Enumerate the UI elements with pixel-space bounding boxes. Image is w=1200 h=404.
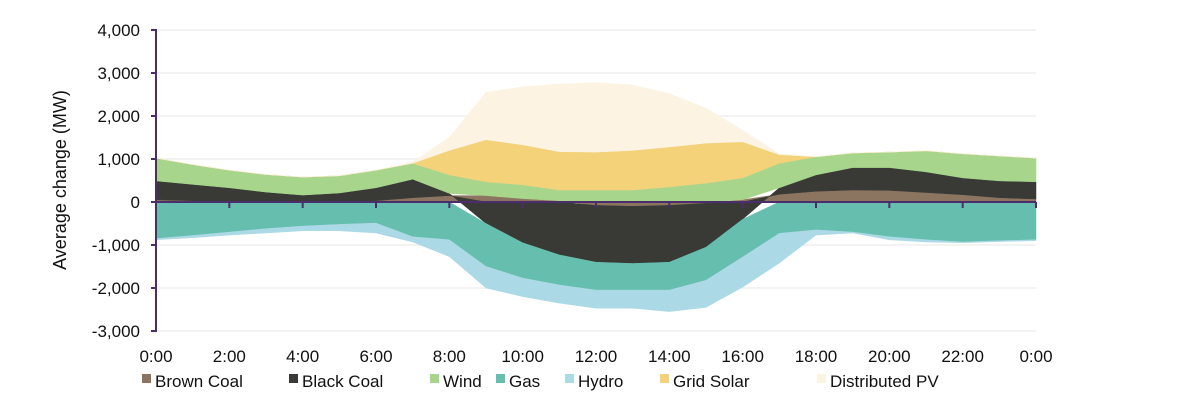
area-hydro	[155, 222, 1037, 312]
legend-swatch	[289, 374, 298, 383]
x-tick-label: 6:00	[359, 347, 392, 366]
legend-swatch	[430, 374, 439, 383]
legend-label: Brown Coal	[155, 372, 243, 391]
y-tick-label: -2,000	[92, 279, 140, 298]
area-distributed-pv	[155, 82, 1037, 178]
legend-label: Distributed PV	[830, 372, 939, 391]
x-tick-label: 0:00	[139, 347, 172, 366]
x-tick-label: 4:00	[286, 347, 319, 366]
legend-swatch	[496, 374, 505, 383]
y-tick-label: 0	[131, 193, 140, 212]
x-tick-label: 16:00	[721, 347, 764, 366]
legend-label: Wind	[443, 372, 482, 391]
y-tick-label: -3,000	[92, 322, 140, 341]
legend-item: Black Coal	[289, 372, 383, 391]
legend-label: Hydro	[578, 372, 623, 391]
y-tick-label: -1,000	[92, 236, 140, 255]
x-tick-labels: 0:00 2:00 4:00 6:00 8:00 10:00 12:00 14:00 16:00…	[139, 347, 1052, 366]
legend: Brown Coal Black Coal Wind Gas Hydro Grid Sol…	[142, 372, 939, 391]
legend-label: Grid Solar	[673, 372, 750, 391]
legend-swatch	[660, 374, 669, 383]
x-tick-label: 22:00	[941, 347, 984, 366]
x-tick-label: 8:00	[433, 347, 466, 366]
legend-swatch	[817, 374, 826, 383]
legend-swatch	[142, 374, 151, 383]
legend-item: Grid Solar	[660, 372, 750, 391]
series-areas	[155, 82, 1037, 312]
y-tick-label: 4,000	[97, 21, 140, 40]
y-tick-label: 1,000	[97, 150, 140, 169]
legend-item: Brown Coal	[142, 372, 243, 391]
legend-item: Wind	[430, 372, 482, 391]
x-tick-label: 0:00	[1019, 347, 1052, 366]
legend-item: Hydro	[565, 372, 623, 391]
legend-item: Distributed PV	[817, 372, 939, 391]
legend-swatch	[565, 374, 574, 383]
axes	[151, 29, 1037, 332]
legend-item: Gas	[496, 372, 540, 391]
x-tick-label: 20:00	[868, 347, 911, 366]
x-tick-label: 14:00	[648, 347, 691, 366]
legend-label: Black Coal	[302, 372, 383, 391]
y-tick-labels: 4,000 3,000 2,000 1,000 0 -1,000 -2,000 -3,000	[92, 21, 140, 341]
x-tick-label: 12:00	[575, 347, 618, 366]
legend-label: Gas	[509, 372, 540, 391]
y-axis-label: Average change (MW)	[50, 90, 70, 270]
y-tick-label: 2,000	[97, 107, 140, 126]
x-tick-label: 2:00	[213, 347, 246, 366]
area-black-coal	[155, 167, 1037, 264]
x-tick-label: 18:00	[795, 347, 838, 366]
y-tick-label: 3,000	[97, 64, 140, 83]
x-tick-label: 10:00	[501, 347, 544, 366]
